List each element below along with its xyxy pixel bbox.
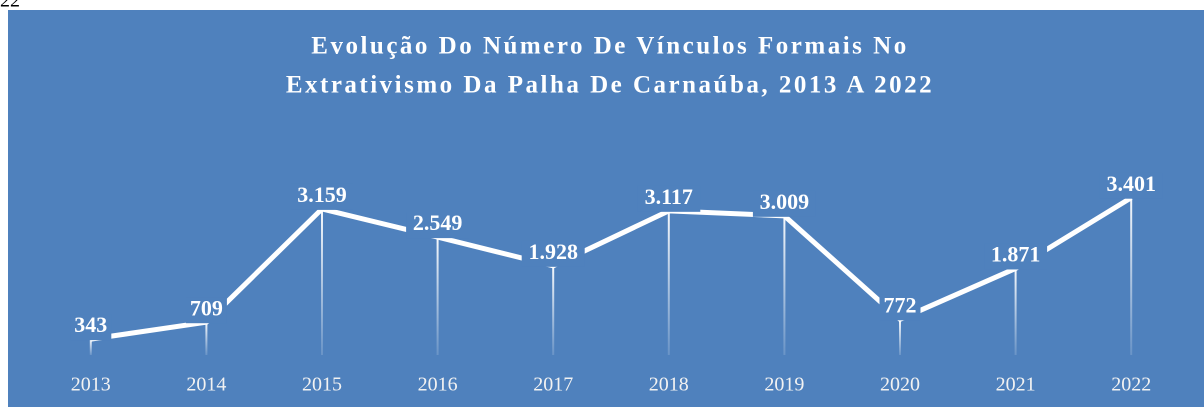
data-label: 3.009 (760, 189, 810, 214)
x-tick-label: 2022 (1111, 374, 1151, 396)
x-tick-label: 2015 (302, 374, 342, 396)
drop-line (1014, 268, 1017, 355)
drop-line (667, 210, 670, 355)
chart-background (8, 10, 1204, 407)
data-line (90, 195, 1133, 342)
data-label-background (290, 183, 354, 210)
data-label: 3.159 (297, 182, 347, 207)
data-label-background (752, 190, 816, 217)
data-label-background (406, 212, 470, 239)
drop-line (899, 319, 901, 355)
data-label: 3.117 (645, 184, 693, 209)
data-label: 1.928 (528, 239, 578, 264)
drop-line (552, 265, 555, 355)
page-fragment: 22 (0, 0, 20, 12)
data-label-background (521, 240, 585, 267)
x-tick-label: 2019 (764, 374, 804, 396)
drop-line (783, 215, 786, 355)
data-label: 772 (884, 292, 917, 317)
data-label-background (70, 314, 112, 341)
drop-line (321, 208, 323, 355)
data-label: 709 (190, 295, 223, 320)
drop-line (205, 322, 208, 355)
data-label-background (185, 297, 227, 324)
x-tick-label: 2020 (880, 374, 920, 396)
x-tick-label: 2021 (996, 374, 1036, 396)
x-tick-label: 2018 (649, 374, 689, 396)
drop-line (436, 237, 439, 355)
data-label: 2.549 (413, 210, 463, 235)
x-tick-label: 2016 (418, 374, 458, 396)
x-tick-label: 2013 (71, 374, 111, 396)
drop-line (89, 339, 92, 355)
data-label-background (637, 185, 701, 212)
data-label: 3.401 (1106, 171, 1156, 196)
data-label-background (879, 294, 921, 321)
data-label: 1.871 (991, 242, 1041, 267)
x-tick-label: 2014 (186, 374, 226, 396)
data-label-background (984, 243, 1048, 270)
chart-title: Extrativismo Da Palha De Carnaúba, 2013 … (286, 72, 934, 99)
drop-line (1130, 197, 1133, 355)
data-label-background (1099, 172, 1163, 199)
x-tick-label: 2017 (533, 374, 573, 396)
chart-title: Evolução Do Número De Vínculos Formais N… (311, 33, 908, 60)
data-label: 343 (74, 312, 107, 337)
